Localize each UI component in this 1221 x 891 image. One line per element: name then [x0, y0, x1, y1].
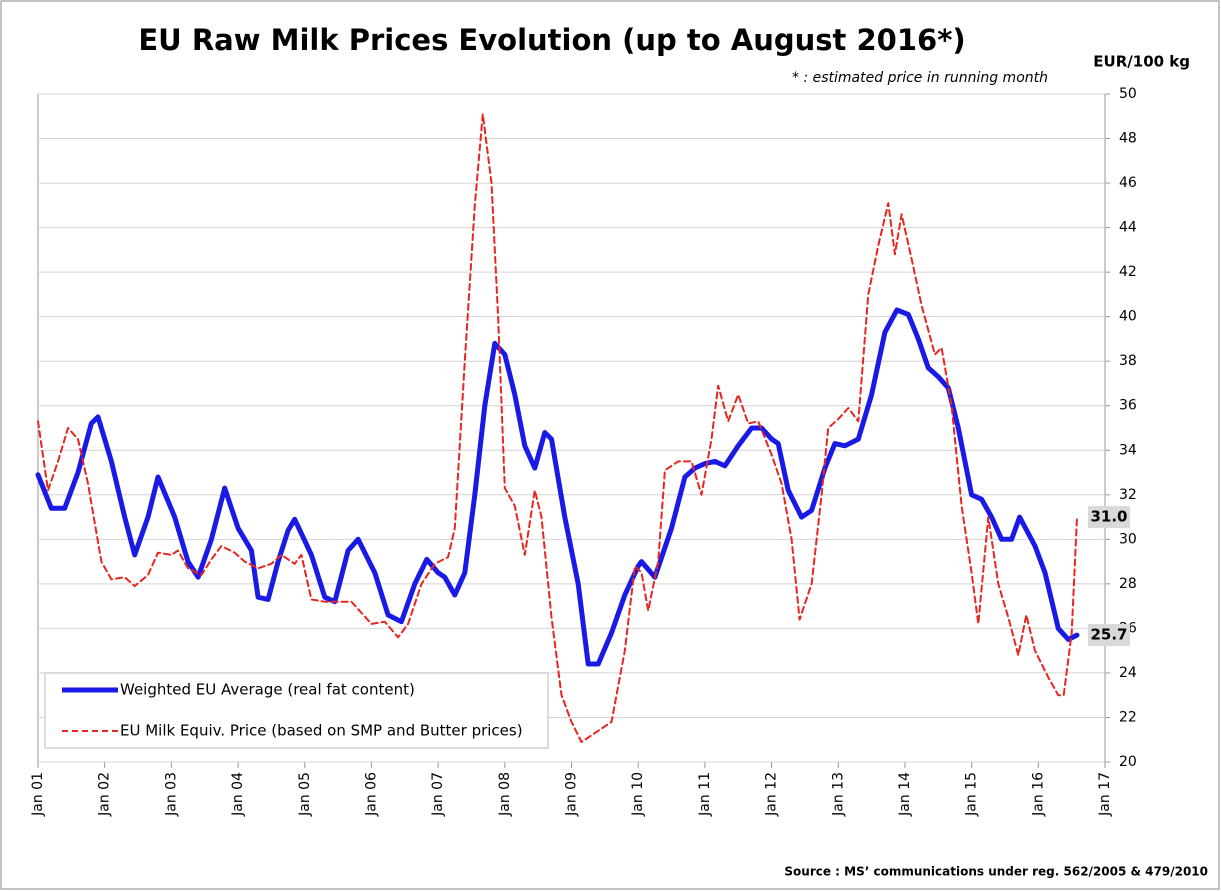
x-tick-label: Jan 13	[830, 772, 846, 817]
chart-title: EU Raw Milk Prices Evolution (up to Augu…	[138, 23, 965, 57]
x-tick-label: Jan 10	[630, 772, 646, 817]
x-tick-label: Jan 17	[1097, 772, 1113, 817]
series-line	[37, 113, 1078, 743]
lines: 25.7 31.0	[35, 113, 1130, 743]
end-label-box	[1088, 624, 1130, 647]
source: Source : MS’ communications under reg. 5…	[784, 865, 1208, 879]
x-tick-label: Jan 05	[297, 772, 313, 817]
end-label: 31.0	[1090, 508, 1127, 526]
legend-label: Weighted EU Average (real fat content)	[120, 681, 415, 699]
y-tick-label: 22	[1119, 709, 1137, 725]
y-tick-label: 20	[1119, 754, 1137, 770]
end-label-box	[1088, 506, 1130, 529]
x-tick-label: Jan 09	[564, 772, 580, 817]
end-label: 25.7	[1090, 626, 1127, 644]
x-tick-label: Jan 04	[230, 772, 246, 817]
x-tick-label: Jan 11	[697, 772, 713, 817]
legend-box	[44, 672, 549, 749]
y-tick-label: 30	[1119, 531, 1137, 547]
y-tick-label: 50	[1119, 86, 1137, 102]
x-tick-label: Jan 16	[1030, 772, 1046, 817]
y-tick-label: 34	[1119, 442, 1137, 458]
legend-label: EU Milk Equiv. Price (based on SMP and B…	[120, 722, 523, 740]
x-tick-label: Jan 08	[497, 772, 513, 817]
y-tick-label: 48	[1119, 131, 1137, 147]
x-tick-label: Jan 01	[30, 772, 46, 817]
legend: Weighted EU Average (real fat content) EU…	[44, 672, 549, 749]
note: * : estimated price in running month	[792, 70, 1048, 86]
x-tick-label: Jan 12	[764, 772, 780, 817]
y-tick-label: 24	[1119, 665, 1137, 681]
x-tick-label: Jan 15	[964, 772, 980, 817]
y-tick-label: 42	[1119, 264, 1137, 280]
y-axis-label: EUR/100 kg	[1093, 53, 1190, 71]
series-line	[35, 307, 1080, 667]
y-tick-label: 28	[1119, 576, 1137, 592]
x-tick-label: Jan 06	[363, 772, 379, 817]
y-tick-label: 32	[1119, 487, 1137, 503]
y-tick-label: 46	[1119, 175, 1137, 191]
x-tick-label: Jan 07	[430, 772, 446, 817]
x-tick-label: Jan 03	[163, 772, 179, 817]
x-tick-label: Jan 14	[897, 772, 913, 817]
y-tick-label: 40	[1119, 309, 1137, 325]
y-tick-label: 38	[1119, 353, 1137, 369]
y-tick-label: 44	[1119, 220, 1137, 236]
y-tick-label: 36	[1119, 398, 1137, 414]
x-tick-label: Jan 02	[97, 772, 113, 817]
